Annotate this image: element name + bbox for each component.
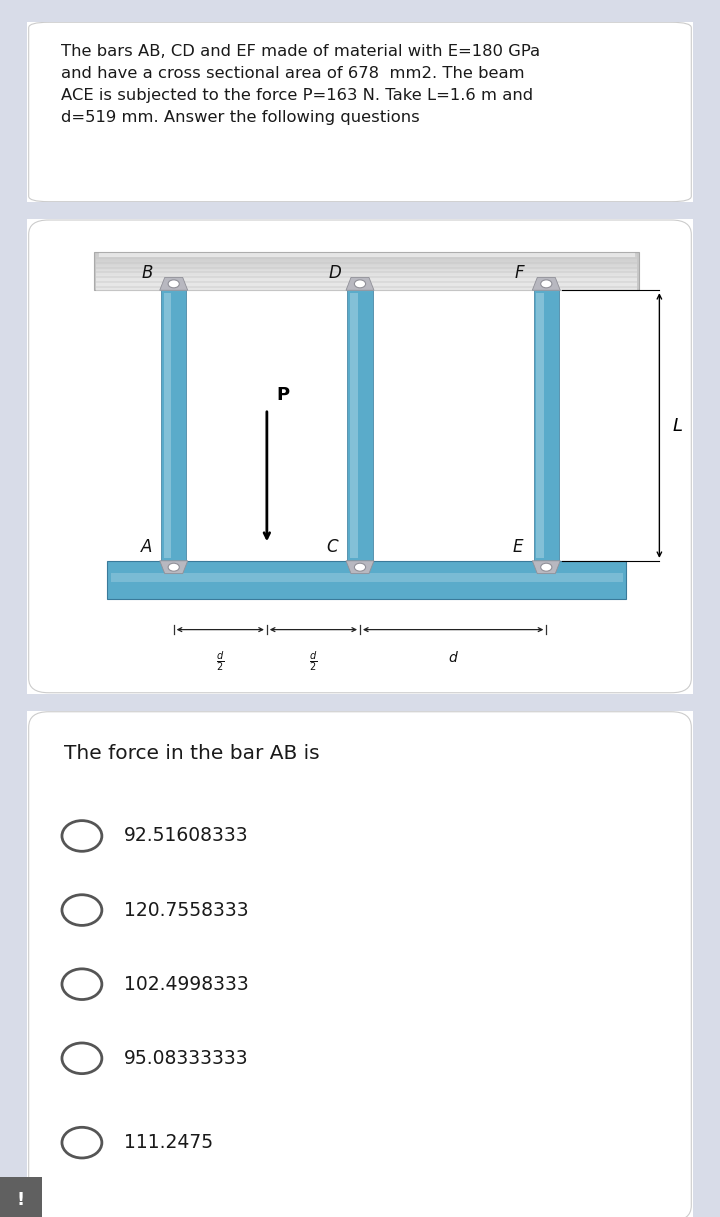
Bar xyxy=(107,561,626,599)
Text: 92.51608333: 92.51608333 xyxy=(124,826,248,846)
Polygon shape xyxy=(346,277,374,291)
Text: L: L xyxy=(672,416,683,434)
Circle shape xyxy=(168,563,179,571)
Bar xyxy=(534,291,559,561)
Text: The force in the bar AB is: The force in the bar AB is xyxy=(64,744,320,763)
FancyBboxPatch shape xyxy=(29,22,691,202)
Text: 95.08333333: 95.08333333 xyxy=(124,1049,248,1067)
Text: 111.2475: 111.2475 xyxy=(124,1133,213,1152)
Text: B: B xyxy=(142,264,153,282)
Bar xyxy=(161,291,186,561)
Bar xyxy=(111,573,623,582)
Bar xyxy=(347,291,373,561)
Text: E: E xyxy=(513,538,523,556)
FancyBboxPatch shape xyxy=(29,712,691,1217)
Circle shape xyxy=(541,563,552,571)
Polygon shape xyxy=(160,277,188,291)
Text: F: F xyxy=(514,264,524,282)
Polygon shape xyxy=(532,561,560,573)
Bar xyxy=(350,292,358,559)
Bar xyxy=(536,292,544,559)
Text: A: A xyxy=(140,538,152,556)
Circle shape xyxy=(168,280,179,288)
Bar xyxy=(94,252,639,291)
Text: $\frac{d}{2}$: $\frac{d}{2}$ xyxy=(310,650,318,673)
Text: P: P xyxy=(277,386,290,404)
Circle shape xyxy=(354,280,366,288)
FancyBboxPatch shape xyxy=(29,220,691,692)
Text: D: D xyxy=(328,264,341,282)
Circle shape xyxy=(541,280,552,288)
Text: !: ! xyxy=(17,1191,25,1208)
Text: 102.4998333: 102.4998333 xyxy=(124,975,248,994)
Text: $\frac{d}{2}$: $\frac{d}{2}$ xyxy=(216,650,225,673)
Bar xyxy=(163,292,171,559)
Text: The bars AB, CD and EF made of material with E=180 GPa
and have a cross sectiona: The bars AB, CD and EF made of material … xyxy=(60,44,540,125)
Text: C: C xyxy=(327,538,338,556)
Text: 120.7558333: 120.7558333 xyxy=(124,901,248,920)
Polygon shape xyxy=(532,277,560,291)
Circle shape xyxy=(354,563,366,571)
Polygon shape xyxy=(160,561,188,573)
Polygon shape xyxy=(346,561,374,573)
Text: $d$: $d$ xyxy=(448,650,459,664)
